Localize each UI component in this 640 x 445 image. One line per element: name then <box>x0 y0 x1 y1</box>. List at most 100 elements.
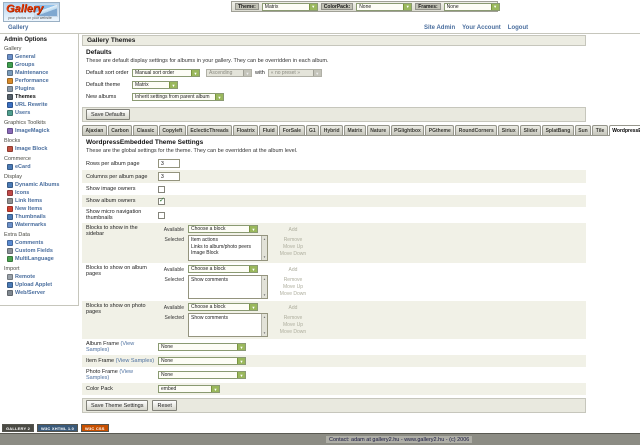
sidebar-item[interactable]: Remote <box>4 273 77 281</box>
sidebar-item[interactable]: Comments <box>4 239 77 247</box>
blocks-photo-add-link[interactable]: Add <box>288 305 298 311</box>
dropdown-arrow-icon[interactable] <box>249 304 257 310</box>
dropdown-arrow-icon[interactable] <box>237 358 245 364</box>
blocks-photo-selected-listbox[interactable]: Show comments <box>188 313 268 337</box>
theme-tab[interactable]: RoundCorners <box>455 125 498 135</box>
account-link[interactable]: Site Admin <box>424 25 456 31</box>
selected-block-item[interactable]: Show comments <box>191 315 228 321</box>
dropdown-arrow-icon[interactable] <box>249 266 257 272</box>
theme-tab[interactable]: PGtheme <box>425 125 455 135</box>
sidebar-item[interactable]: Performance <box>4 77 77 85</box>
blocks-photo-remove-link[interactable]: Remove <box>283 315 303 321</box>
listbox-scrollbar[interactable] <box>261 236 267 260</box>
sidebar-item[interactable]: eCard <box>4 163 77 171</box>
theme-tab[interactable]: WordpressEmbedded <box>608 125 640 136</box>
album-frame-view-samples-link[interactable]: (View Samples) <box>86 341 135 353</box>
blocks-album-add-link[interactable]: Add <box>288 267 298 273</box>
theme-tab[interactable]: Tile <box>592 125 608 135</box>
cols-per-page-input[interactable] <box>158 172 180 181</box>
account-link[interactable]: Logout <box>507 25 529 31</box>
sidebar-item[interactable]: Icons <box>4 189 77 197</box>
rows-per-page-input[interactable] <box>158 159 180 168</box>
dropdown-arrow-icon[interactable] <box>215 94 223 100</box>
sidebar-item[interactable]: Web/Server <box>4 289 77 297</box>
photo-frame-view-samples-link[interactable]: (View Samples) <box>86 369 133 381</box>
dropdown-arrow-icon[interactable] <box>237 344 245 350</box>
selected-block-item[interactable]: Image Block <box>191 250 219 256</box>
item-frame-select[interactable]: None <box>158 357 246 365</box>
sidebar-item[interactable]: Thumbnails <box>4 213 77 221</box>
dropdown-arrow-icon[interactable] <box>237 372 245 378</box>
blocks-sidebar-move-up-link[interactable]: Move Up <box>282 244 303 250</box>
album-frame-select[interactable]: None <box>158 343 246 351</box>
sidebar-item[interactable]: Users <box>4 109 77 117</box>
listbox-scrollbar[interactable] <box>261 276 267 298</box>
scroll-up-icon[interactable] <box>263 236 266 242</box>
sidebar-item[interactable]: ImageMagick <box>4 127 77 135</box>
sidebar-item[interactable]: URL Rewrite <box>4 101 77 109</box>
dropdown-arrow-icon[interactable] <box>403 3 412 10</box>
theme-tab[interactable]: Sun <box>574 125 592 135</box>
theme-tab[interactable]: Fluid <box>259 125 279 135</box>
show-album-owners-checkbox[interactable] <box>158 197 165 205</box>
blocks-photo-available-select[interactable]: Choose a block <box>188 303 258 311</box>
blocks-album-selected-listbox[interactable]: Show comments <box>188 275 268 299</box>
theme-tab[interactable]: EclecticThreads <box>186 125 233 135</box>
theme-select[interactable]: Matrix <box>261 2 318 11</box>
frames-select[interactable]: None <box>443 2 500 11</box>
dropdown-arrow-icon[interactable] <box>211 386 219 392</box>
validation-badge[interactable]: W3C CSS <box>81 424 109 432</box>
account-link[interactable]: Your Account <box>462 25 501 31</box>
blocks-sidebar-move-down-link[interactable]: Move Down <box>279 251 307 257</box>
sidebar-item[interactable]: Watermarks <box>4 221 77 229</box>
blocks-album-available-select[interactable]: Choose a block <box>188 265 258 273</box>
blocks-album-move-up-link[interactable]: Move Up <box>282 284 303 290</box>
selected-block-item[interactable]: Links to album/photo peers <box>191 243 252 250</box>
sidebar-item[interactable]: Maintenance <box>4 69 77 77</box>
selected-block-item[interactable]: Show comments <box>191 277 228 283</box>
theme-tab[interactable]: Floatrix <box>233 125 259 135</box>
sidebar-item[interactable]: Upload Applet <box>4 281 77 289</box>
photo-frame-select[interactable]: None <box>158 371 246 379</box>
save-defaults-button[interactable]: Save Defaults <box>86 109 131 120</box>
breadcrumb-gallery-link[interactable]: Gallery <box>8 25 29 31</box>
validation-badge[interactable]: W3C XHTML 1.0 <box>37 424 79 432</box>
dropdown-arrow-icon[interactable] <box>249 226 257 232</box>
show-image-owners-checkbox[interactable] <box>158 185 165 193</box>
sidebar-item[interactable]: Groups <box>4 61 77 69</box>
theme-tab[interactable]: G1 <box>305 125 320 135</box>
gallery-logo[interactable]: Gallery your photos on your website <box>3 2 60 22</box>
sidebar-item[interactable]: Custom Fields <box>4 247 77 255</box>
blocks-sidebar-selected-listbox[interactable]: Item actions Links to album/photo peers Im… <box>188 235 268 261</box>
sidebar-item[interactable]: Image Block <box>4 145 77 153</box>
new-albums-select[interactable]: Inherit settings from parent album <box>132 93 224 101</box>
theme-tab[interactable]: Hybrid <box>320 125 344 135</box>
theme-tab[interactable]: ForSale <box>279 125 305 135</box>
theme-tab[interactable]: Carbon <box>107 125 133 135</box>
sidebar-item[interactable]: Themes <box>4 93 77 101</box>
theme-tab[interactable]: Slider <box>520 125 542 135</box>
dropdown-arrow-icon[interactable] <box>191 70 199 76</box>
listbox-scrollbar[interactable] <box>261 314 267 336</box>
sidebar-item[interactable]: New Items <box>4 205 77 213</box>
blocks-sidebar-add-link[interactable]: Add <box>288 227 298 233</box>
blocks-sidebar-available-select[interactable]: Choose a block <box>188 225 258 233</box>
sidebar-item[interactable]: General <box>4 53 77 61</box>
sidebar-item[interactable]: Link Items <box>4 197 77 205</box>
scroll-down-icon[interactable] <box>263 330 266 336</box>
theme-tab[interactable]: Siriux <box>498 125 520 135</box>
selected-block-item[interactable]: Item actions <box>191 237 218 243</box>
theme-tab[interactable]: Classic <box>133 125 158 135</box>
show-micro-nav-checkbox[interactable] <box>158 211 165 219</box>
dropdown-arrow-icon[interactable] <box>490 3 499 10</box>
sidebar-item[interactable]: Plugins <box>4 85 77 93</box>
reset-button[interactable]: Reset <box>152 400 177 411</box>
blocks-album-move-down-link[interactable]: Move Down <box>279 291 307 297</box>
theme-tab[interactable]: SplatBang <box>542 125 574 135</box>
sidebar-item[interactable]: MultiLanguage <box>4 255 77 263</box>
dropdown-arrow-icon[interactable] <box>308 3 317 10</box>
theme-tab[interactable]: Ajaxian <box>82 125 107 135</box>
scroll-down-icon[interactable] <box>263 254 266 260</box>
blocks-sidebar-remove-link[interactable]: Remove <box>283 237 303 243</box>
scroll-up-icon[interactable] <box>263 276 266 282</box>
